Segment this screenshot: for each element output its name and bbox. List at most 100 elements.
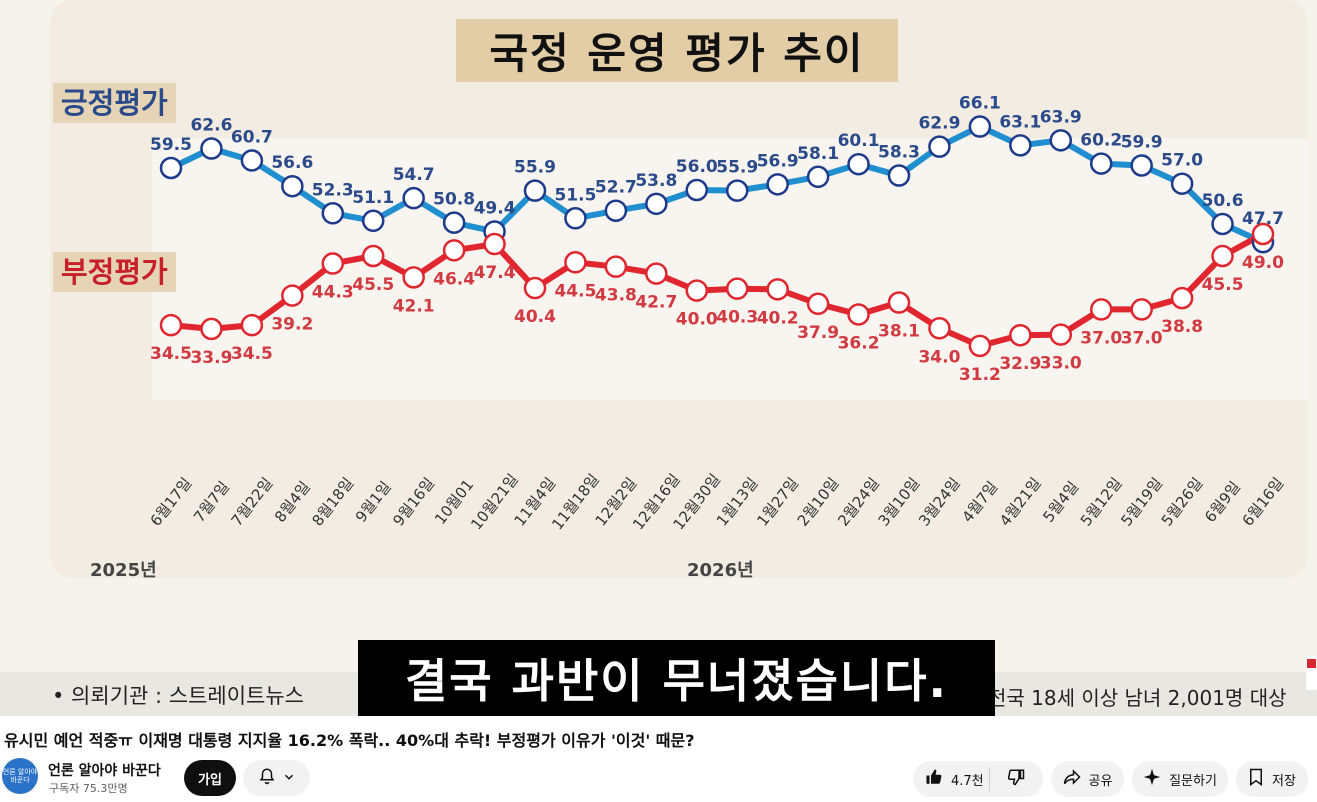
negative-series-label: 부정평가 bbox=[53, 252, 176, 292]
subscriber-count: 구독자 75.3만명 bbox=[49, 782, 128, 795]
ask-label: 질문하기 bbox=[1169, 773, 1217, 789]
channel-name[interactable]: 언론 알아야 바꾼다 bbox=[48, 763, 161, 779]
series-0-point bbox=[1170, 172, 1194, 195]
series-1-point bbox=[1170, 286, 1194, 310]
like-button[interactable]: 4.7천 bbox=[913, 767, 990, 791]
data-label: 58.3 bbox=[878, 143, 920, 163]
data-label: 33.9 bbox=[190, 348, 232, 368]
series-0-point bbox=[928, 135, 951, 158]
data-label: 33.0 bbox=[1040, 354, 1082, 374]
x-tick-label: 2월24일 bbox=[834, 474, 883, 529]
data-label: 40.0 bbox=[676, 310, 718, 330]
series-1-point bbox=[321, 252, 345, 275]
series-0-point bbox=[1089, 152, 1113, 175]
ask-button[interactable]: 질문하기 bbox=[1132, 761, 1228, 797]
data-label: 62.9 bbox=[918, 114, 960, 134]
data-label: 42.7 bbox=[635, 293, 677, 313]
data-label: 39.2 bbox=[271, 315, 313, 335]
series-0-point bbox=[766, 173, 789, 196]
series-0-point bbox=[1049, 129, 1073, 152]
data-label: 38.8 bbox=[1161, 317, 1203, 337]
series-1-point bbox=[1211, 244, 1234, 268]
like-dislike-group: 4.7천 bbox=[913, 761, 1043, 797]
thumbs-up-icon bbox=[925, 768, 943, 790]
series-1-point bbox=[1089, 298, 1113, 321]
series-1-point bbox=[645, 262, 668, 285]
line-chart: 59.562.660.7 56.6 52.351.1 54.7 50.849.4 55.9… bbox=[147, 94, 1288, 534]
subscribe-bell-button[interactable] bbox=[243, 760, 310, 796]
save-label: 저장 bbox=[1272, 773, 1296, 789]
series-0-point bbox=[806, 165, 830, 189]
x-tick-label: 6월17일 bbox=[147, 474, 196, 529]
video-player[interactable]: 국정 운영 평가 추이 긍정평가 부정평가 59.5 62.6 60.7 56.6 52… bbox=[0, 0, 1317, 716]
data-label: 66.1 bbox=[959, 94, 1001, 114]
series-1-point bbox=[361, 244, 385, 268]
data-label: 50.8 bbox=[433, 190, 475, 210]
channel-avatar[interactable]: 언론 알아야 바꾼다 bbox=[2, 758, 38, 794]
series-0-point bbox=[1130, 154, 1153, 177]
year-label-2025: 2025년 bbox=[90, 560, 157, 581]
data-label: 56.9 bbox=[757, 151, 799, 171]
share-button[interactable]: 공유 bbox=[1051, 761, 1124, 797]
series-1-point bbox=[1009, 323, 1032, 347]
data-label: 36.2 bbox=[838, 333, 880, 353]
series-1-point bbox=[523, 276, 547, 300]
series-1-point bbox=[604, 255, 628, 278]
channel-watermark bbox=[1306, 656, 1317, 690]
series-0-point bbox=[685, 178, 709, 202]
data-label: 60.7 bbox=[231, 127, 273, 147]
series-0-point bbox=[159, 156, 183, 180]
positive-series-label: 긍정평가 bbox=[53, 83, 176, 123]
data-label: 54.7 bbox=[393, 165, 435, 185]
data-label: 37.9 bbox=[797, 323, 839, 343]
series-1-point bbox=[847, 303, 870, 326]
series-1-point bbox=[442, 239, 466, 262]
series-1-point bbox=[200, 317, 223, 341]
join-button[interactable]: 가입 bbox=[184, 760, 236, 796]
data-label: 49.0 bbox=[1242, 253, 1284, 273]
x-tick-label: 6월16일 bbox=[1239, 474, 1288, 529]
data-label: 53.8 bbox=[635, 171, 677, 191]
data-label: 43.8 bbox=[595, 286, 637, 306]
series-1-point bbox=[766, 278, 789, 301]
save-button[interactable]: 저장 bbox=[1236, 761, 1308, 797]
series-1-point bbox=[1251, 222, 1275, 246]
data-label: 37.0 bbox=[1080, 328, 1122, 348]
data-label: 47.7 bbox=[1242, 209, 1284, 229]
series-1-point bbox=[240, 313, 264, 337]
data-label: 59.5 bbox=[150, 135, 192, 155]
data-label: 47.4 bbox=[474, 263, 516, 283]
series-1-point bbox=[1130, 298, 1153, 321]
series-0-point bbox=[361, 209, 385, 233]
series-0-point bbox=[281, 174, 304, 198]
survey-client-text: • 의뢰기관 : 스트레이트뉴스 bbox=[52, 684, 305, 708]
data-label: 57.0 bbox=[1161, 151, 1203, 171]
x-tick-label: 11월18일 bbox=[548, 470, 603, 533]
x-tick-label: 3월10일 bbox=[875, 474, 924, 529]
series-0-point bbox=[645, 192, 668, 216]
series-line-0 bbox=[168, 123, 1266, 246]
data-label: 63.9 bbox=[1040, 107, 1082, 127]
x-tick-label: 5월26일 bbox=[1158, 474, 1207, 529]
x-tick-label: 7월22일 bbox=[228, 474, 277, 529]
chart-title: 국정 운영 평가 추이 bbox=[456, 19, 898, 82]
series-1-point bbox=[1049, 323, 1073, 346]
series-line-1 bbox=[168, 231, 1266, 349]
series-1-point bbox=[402, 266, 425, 289]
data-label: 55.9 bbox=[514, 158, 556, 178]
series-0-point bbox=[402, 186, 425, 210]
series-0-point bbox=[604, 199, 628, 222]
series-1-point bbox=[928, 317, 951, 340]
series-1-point bbox=[968, 334, 992, 358]
data-label: 40.4 bbox=[514, 307, 556, 327]
x-tick-label: 2월10일 bbox=[794, 474, 843, 529]
x-tick-label: 1월27일 bbox=[753, 474, 802, 529]
series-1-point bbox=[685, 279, 709, 302]
dislike-button[interactable] bbox=[990, 768, 1043, 790]
data-label: 62.6 bbox=[190, 116, 232, 136]
x-tick-label: 3월24일 bbox=[915, 474, 964, 529]
data-label: 51.5 bbox=[554, 185, 596, 205]
like-count: 4.7천 bbox=[951, 773, 984, 789]
data-label: 51.1 bbox=[352, 188, 394, 208]
data-label: 44.5 bbox=[554, 281, 596, 301]
